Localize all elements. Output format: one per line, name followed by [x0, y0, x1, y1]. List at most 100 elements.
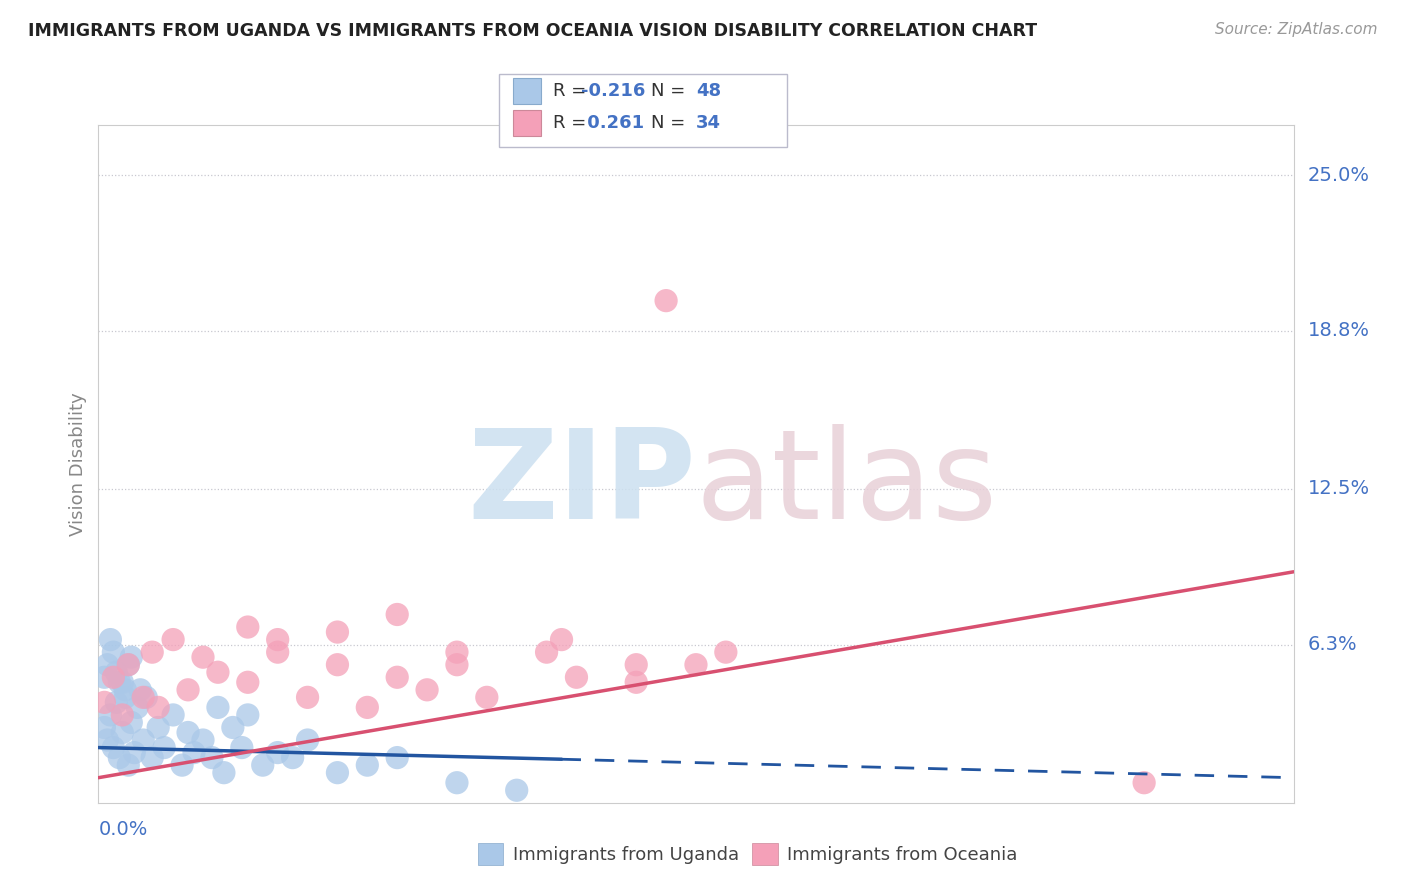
- Point: [103, 645, 125, 659]
- Point: [685, 657, 707, 672]
- Point: [132, 733, 155, 747]
- Point: [93, 670, 115, 684]
- Text: 25.0%: 25.0%: [1308, 166, 1369, 185]
- Point: [120, 650, 142, 665]
- Point: [212, 765, 235, 780]
- Point: [236, 620, 259, 634]
- Point: [267, 746, 290, 760]
- Point: [111, 675, 134, 690]
- Point: [108, 750, 131, 764]
- Point: [103, 740, 125, 755]
- Text: 34: 34: [696, 114, 721, 132]
- Point: [385, 750, 409, 764]
- Text: 0.0%: 0.0%: [98, 820, 148, 838]
- Point: [148, 721, 170, 735]
- Point: [162, 632, 184, 647]
- Point: [207, 700, 229, 714]
- Point: [124, 746, 146, 760]
- Point: [127, 700, 149, 714]
- Point: [114, 690, 136, 705]
- Point: [132, 690, 155, 705]
- Point: [96, 657, 118, 672]
- Text: IMMIGRANTS FROM UGANDA VS IMMIGRANTS FROM OCEANIA VISION DISABILITY CORRELATION : IMMIGRANTS FROM UGANDA VS IMMIGRANTS FRO…: [28, 22, 1038, 40]
- Point: [191, 733, 214, 747]
- Point: [236, 707, 259, 722]
- Point: [385, 607, 409, 622]
- Point: [297, 690, 319, 705]
- Point: [207, 665, 229, 680]
- Point: [536, 645, 558, 659]
- Text: -0.216: -0.216: [581, 82, 645, 100]
- Point: [103, 670, 125, 684]
- Point: [231, 740, 253, 755]
- Point: [565, 670, 588, 684]
- Point: [93, 695, 115, 709]
- Point: [98, 707, 122, 722]
- Point: [191, 650, 214, 665]
- Point: [108, 675, 131, 690]
- Point: [141, 645, 163, 659]
- Point: [105, 665, 128, 680]
- Point: [120, 715, 142, 730]
- Point: [177, 725, 200, 739]
- Point: [1133, 775, 1156, 789]
- Text: 18.8%: 18.8%: [1308, 321, 1369, 340]
- Point: [446, 657, 468, 672]
- Point: [183, 746, 205, 760]
- Text: N =: N =: [651, 82, 690, 100]
- Point: [326, 765, 349, 780]
- Text: R =: R =: [553, 114, 592, 132]
- Point: [655, 293, 678, 308]
- Point: [267, 632, 290, 647]
- Text: 6.3%: 6.3%: [1308, 635, 1357, 654]
- Point: [281, 750, 304, 764]
- Point: [356, 700, 378, 714]
- Text: 12.5%: 12.5%: [1308, 479, 1369, 499]
- Point: [236, 675, 259, 690]
- Point: [93, 721, 115, 735]
- Point: [624, 675, 647, 690]
- Point: [162, 707, 184, 722]
- Point: [356, 758, 378, 772]
- Point: [297, 733, 319, 747]
- Point: [111, 707, 134, 722]
- Text: atlas: atlas: [696, 424, 998, 545]
- Point: [326, 625, 349, 640]
- Text: R =: R =: [553, 82, 592, 100]
- Point: [114, 682, 136, 697]
- Point: [129, 682, 152, 697]
- Point: [550, 632, 572, 647]
- Point: [475, 690, 498, 705]
- Point: [446, 775, 468, 789]
- Point: [416, 682, 439, 697]
- Point: [96, 733, 118, 747]
- Text: ZIP: ZIP: [467, 424, 696, 545]
- Point: [117, 758, 139, 772]
- Text: Immigrants from Uganda: Immigrants from Uganda: [513, 846, 740, 863]
- Point: [267, 645, 290, 659]
- Text: Source: ZipAtlas.com: Source: ZipAtlas.com: [1215, 22, 1378, 37]
- Point: [105, 695, 128, 709]
- Point: [624, 657, 647, 672]
- Text: 0.261: 0.261: [581, 114, 644, 132]
- Point: [222, 721, 245, 735]
- Point: [506, 783, 529, 797]
- Point: [326, 657, 349, 672]
- Point: [111, 725, 134, 739]
- Text: Immigrants from Oceania: Immigrants from Oceania: [787, 846, 1018, 863]
- Point: [172, 758, 194, 772]
- Point: [117, 657, 139, 672]
- Point: [117, 657, 139, 672]
- Point: [201, 750, 224, 764]
- Point: [385, 670, 409, 684]
- Point: [446, 645, 468, 659]
- Point: [153, 740, 176, 755]
- Text: 48: 48: [696, 82, 721, 100]
- Text: N =: N =: [651, 114, 690, 132]
- Point: [252, 758, 274, 772]
- Point: [98, 632, 122, 647]
- Point: [148, 700, 170, 714]
- Point: [141, 750, 163, 764]
- Point: [135, 690, 157, 705]
- Y-axis label: Vision Disability: Vision Disability: [69, 392, 87, 536]
